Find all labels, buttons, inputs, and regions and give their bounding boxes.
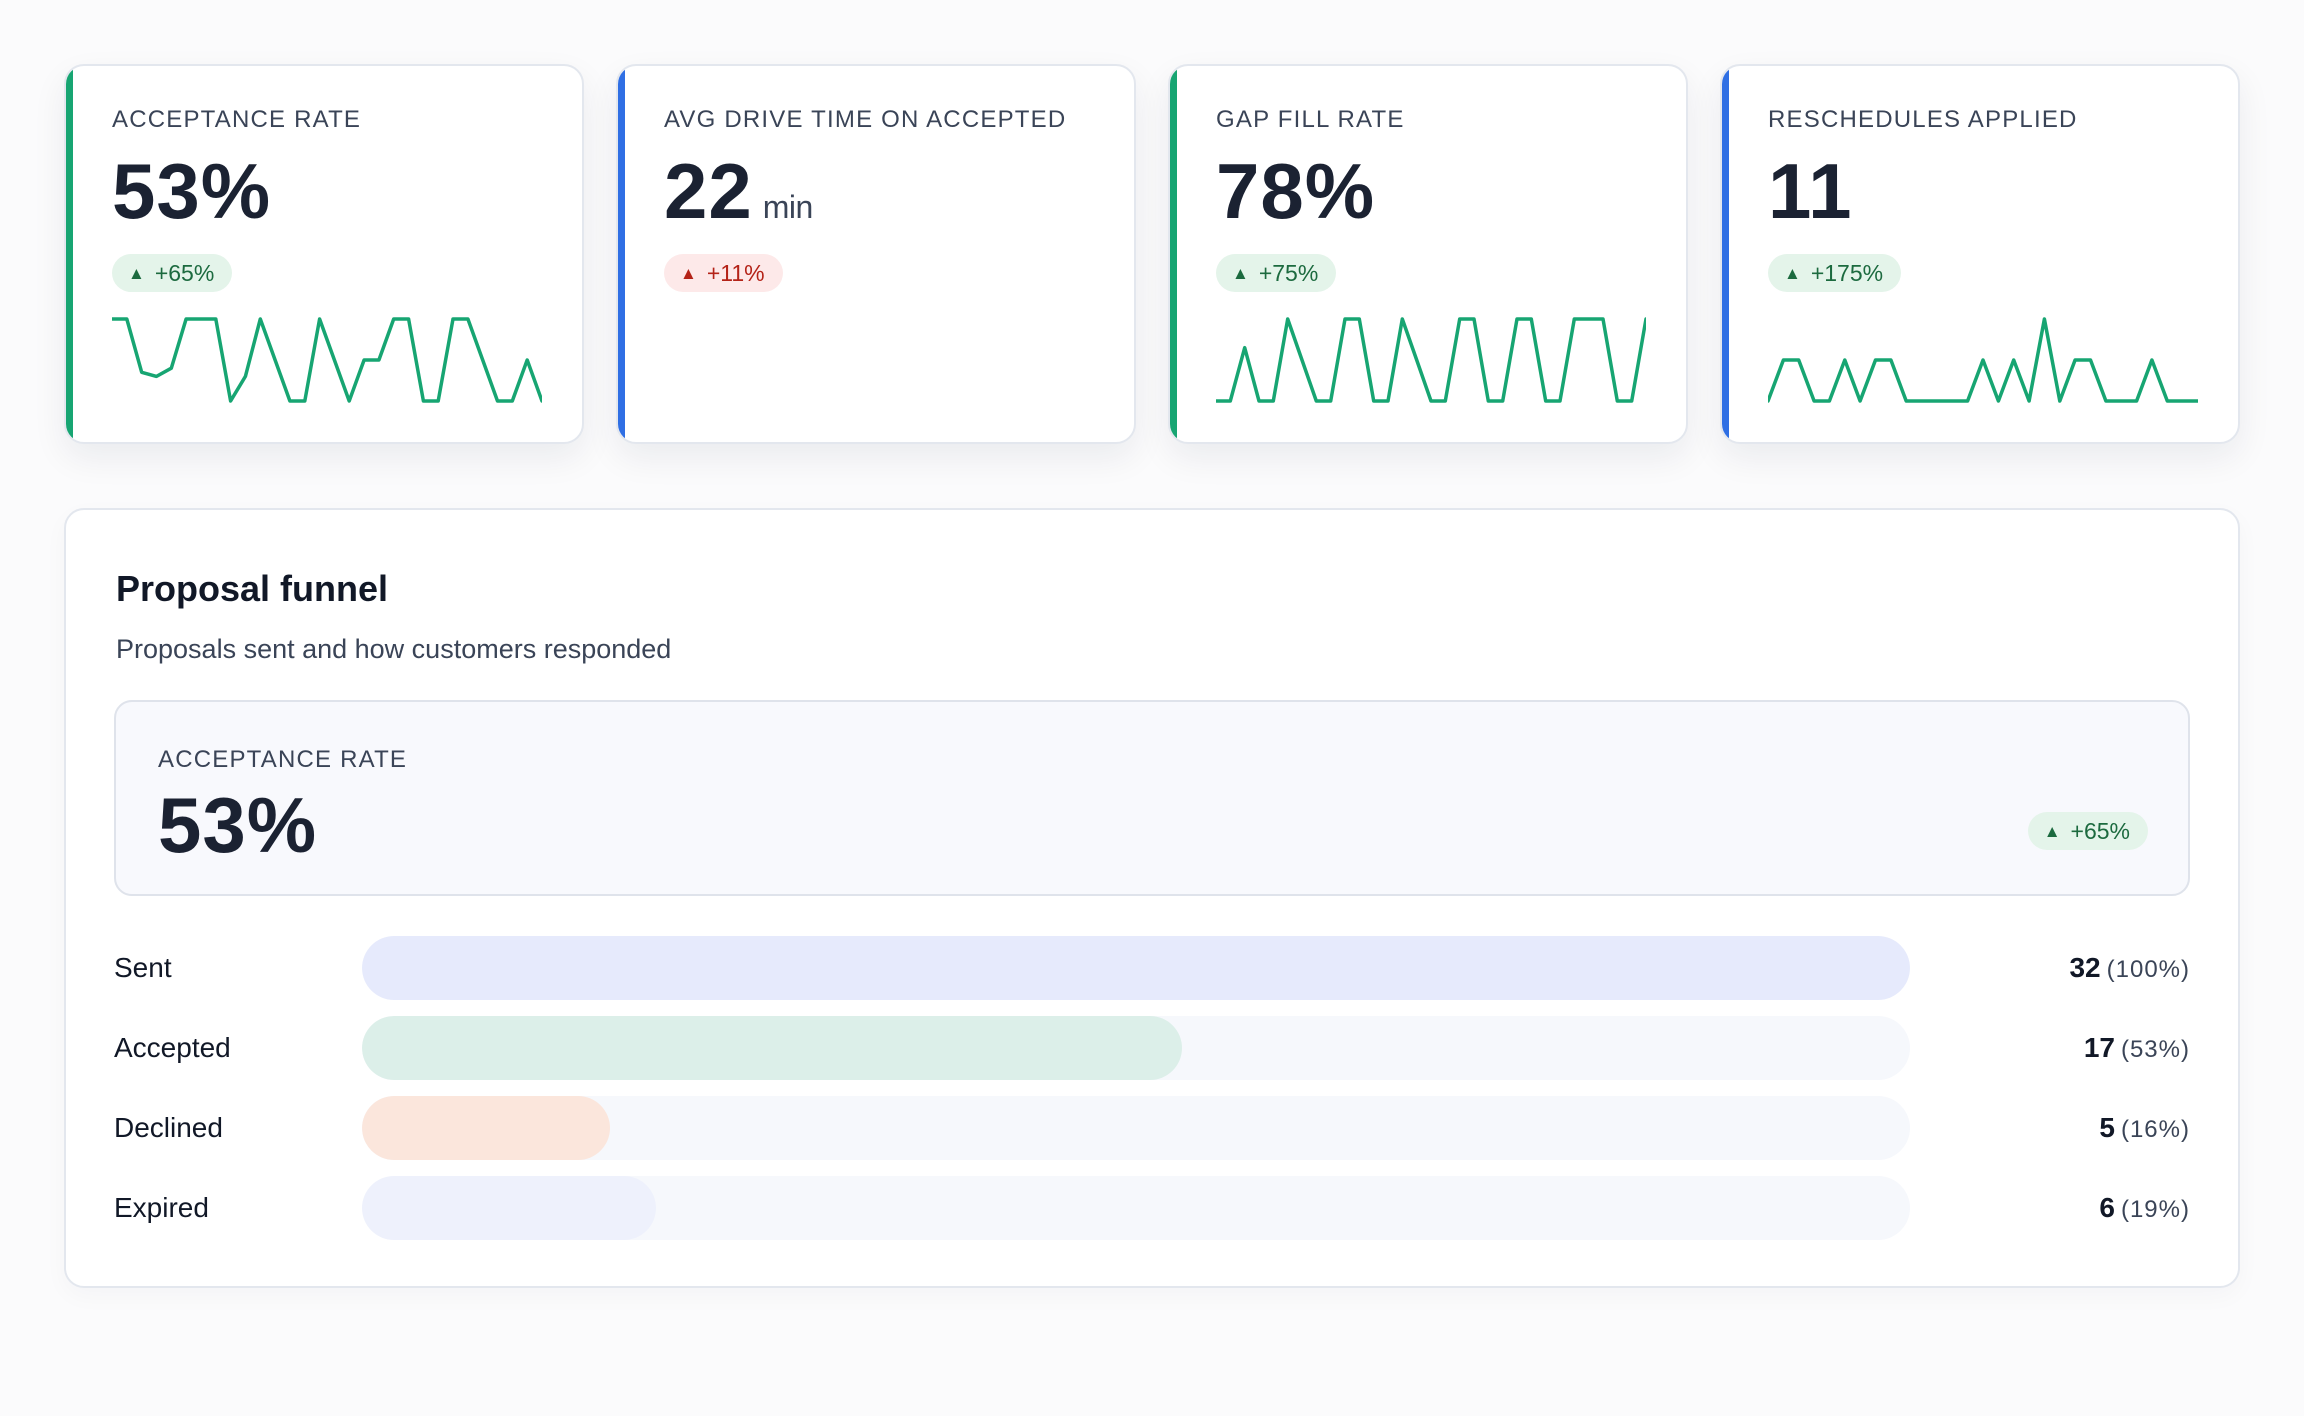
count-value: 5	[2099, 1112, 2115, 1143]
funnel-row-label: Accepted	[114, 1032, 231, 1063]
acceptance-summary: ACCEPTANCE RATE 53% ▲ +65%	[114, 700, 2190, 896]
kpi-value: 11	[1768, 147, 1853, 235]
count-percent: (53%)	[2120, 1036, 2190, 1063]
kpi-label: ACCEPTANCE RATE	[112, 106, 362, 133]
funnel-bar-fill	[362, 1016, 1183, 1080]
funnel-row-label: Sent	[114, 952, 172, 983]
funnel-bar-track	[362, 1016, 1910, 1080]
delta-value: +11%	[706, 259, 765, 286]
summary-value: 53%	[158, 781, 318, 869]
delta-badge: ▲ +65%	[2027, 812, 2148, 850]
kpi-value: 22	[664, 147, 753, 235]
funnel-bar-fill	[362, 1176, 657, 1240]
count-value: 6	[2099, 1192, 2115, 1223]
funnel-row-count: 5 (16%)	[2099, 1112, 2190, 1144]
kpi-label: GAP FILL RATE	[1216, 106, 1405, 133]
delta-value: +65%	[2070, 817, 2130, 844]
delta-value: +65%	[154, 259, 215, 286]
count-percent: (16%)	[2120, 1116, 2190, 1143]
funnel-subtitle: Proposals sent and how customers respond…	[116, 634, 672, 664]
delta-value: +175%	[1810, 259, 1884, 286]
funnel-rows: Sent 32 (100%) Accepted 17 (53%) Declined …	[114, 936, 2190, 1256]
kpi-value: 53%	[112, 147, 272, 235]
kpi-label: AVG DRIVE TIME ON ACCEPTED	[664, 106, 1067, 133]
kpi-row: ACCEPTANCE RATE 53% ▲ +65% AVG DRIVE TIM…	[64, 64, 2240, 444]
triangle-up-icon: ▲	[1784, 263, 1801, 283]
sparkline	[1768, 317, 2198, 403]
delta-badge: ▲ +65%	[112, 254, 233, 292]
funnel-bar-fill	[362, 936, 1910, 1000]
funnel-bar-track	[362, 1176, 1910, 1240]
funnel-row-sent[interactable]: Sent 32 (100%)	[114, 936, 2190, 1000]
delta-badge: ▲ +175%	[1768, 254, 1902, 292]
kpi-value: 78%	[1216, 147, 1376, 235]
sparkline	[1216, 317, 1646, 403]
sparkline-line	[112, 317, 542, 403]
funnel-row-declined[interactable]: Declined 5 (16%)	[114, 1096, 2190, 1160]
triangle-up-icon: ▲	[2043, 821, 2061, 841]
funnel-row-count: 6 (19%)	[2099, 1192, 2190, 1224]
count-percent: (19%)	[2120, 1196, 2190, 1223]
sparkline	[664, 316, 1094, 404]
card-accent-bar	[66, 66, 73, 442]
funnel-row-expired[interactable]: Expired 6 (19%)	[114, 1176, 2190, 1240]
sparkline-line	[1768, 317, 2198, 403]
count-percent: (100%)	[2106, 956, 2190, 983]
kpi-unit: min	[762, 189, 814, 225]
funnel-row-count: 32 (100%)	[2069, 952, 2190, 984]
triangle-up-icon: ▲	[128, 263, 145, 283]
card-accent-bar	[618, 66, 625, 442]
count-value: 17	[2083, 1032, 2115, 1063]
funnel-row-accepted[interactable]: Accepted 17 (53%)	[114, 1016, 2190, 1080]
kpi-card-acceptance-rate[interactable]: ACCEPTANCE RATE 53% ▲ +65%	[64, 64, 584, 444]
proposal-funnel-card: Proposal funnel Proposals sent and how c…	[64, 508, 2240, 1288]
sparkline-line	[1216, 317, 1646, 403]
summary-label: ACCEPTANCE RATE	[158, 746, 408, 773]
funnel-row-count: 17 (53%)	[2084, 1032, 2190, 1064]
sparkline	[112, 317, 542, 403]
triangle-up-icon: ▲	[1232, 263, 1249, 283]
delta-badge: ▲ +11%	[664, 254, 783, 292]
kpi-card-avg-drive-time[interactable]: AVG DRIVE TIME ON ACCEPTED 22 min ▲ +11%	[616, 64, 1136, 444]
funnel-bar-track	[362, 1096, 1910, 1160]
funnel-bar-track	[362, 936, 1910, 1000]
card-accent-bar	[1170, 66, 1177, 442]
count-value: 32	[2069, 952, 2101, 983]
delta-badge: ▲ +75%	[1216, 254, 1337, 292]
triangle-up-icon: ▲	[680, 263, 697, 283]
delta-value: +75%	[1258, 259, 1319, 286]
funnel-row-label: Declined	[114, 1112, 223, 1143]
funnel-row-label: Expired	[114, 1192, 209, 1223]
kpi-label: RESCHEDULES APPLIED	[1768, 106, 2078, 133]
kpi-card-gap-fill-rate[interactable]: GAP FILL RATE 78% ▲ +75%	[1168, 64, 1688, 444]
card-accent-bar	[1722, 66, 1729, 442]
funnel-bar-fill	[362, 1096, 610, 1160]
kpi-card-reschedules-applied[interactable]: RESCHEDULES APPLIED 11 ▲ +175%	[1720, 64, 2240, 444]
funnel-title: Proposal funnel	[116, 568, 389, 609]
